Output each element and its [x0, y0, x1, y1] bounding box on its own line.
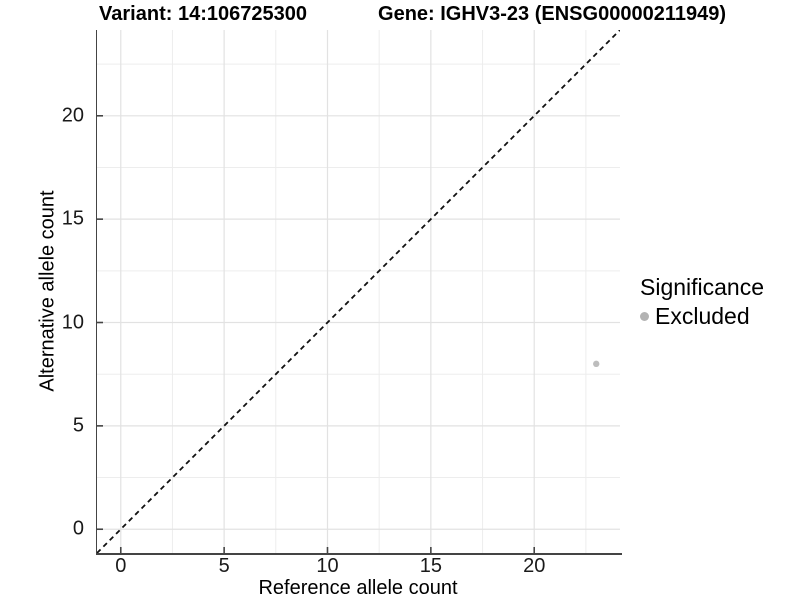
y-axis-label: Alternative allele count — [36, 190, 59, 392]
plot-panel — [97, 30, 620, 553]
x-tick-label: 5 — [218, 555, 230, 577]
legend-title: Significance — [640, 274, 765, 300]
y-tick-label: 10 — [61, 311, 84, 333]
legend-item-excluded: Excluded — [640, 303, 764, 330]
y-tick-label: 15 — [61, 207, 84, 230]
plot-title-gene: Gene: IGHV3-23 (ENSG00000211949) — [378, 3, 726, 25]
x-axis-line — [95, 553, 622, 555]
x-tick-label: 0 — [115, 555, 127, 577]
data-point — [593, 360, 600, 368]
x-tick-label: 15 — [419, 555, 442, 577]
y-tick-label: 5 — [72, 414, 84, 437]
legend: Significance Excluded — [640, 274, 764, 330]
x-tick-label: 20 — [523, 555, 546, 577]
y-tick-label: 0 — [72, 517, 84, 540]
x-axis-label: Reference allele count — [258, 577, 458, 599]
x-tick-label: 10 — [316, 555, 339, 577]
y-axis-line — [95, 30, 98, 555]
plot-title-variant: Variant: 14:106725300 — [99, 3, 307, 25]
legend-item-label: Excluded — [655, 303, 750, 329]
identity-line — [97, 30, 620, 553]
y-tick-label: 20 — [61, 104, 84, 127]
legend-point-icon — [640, 312, 649, 321]
